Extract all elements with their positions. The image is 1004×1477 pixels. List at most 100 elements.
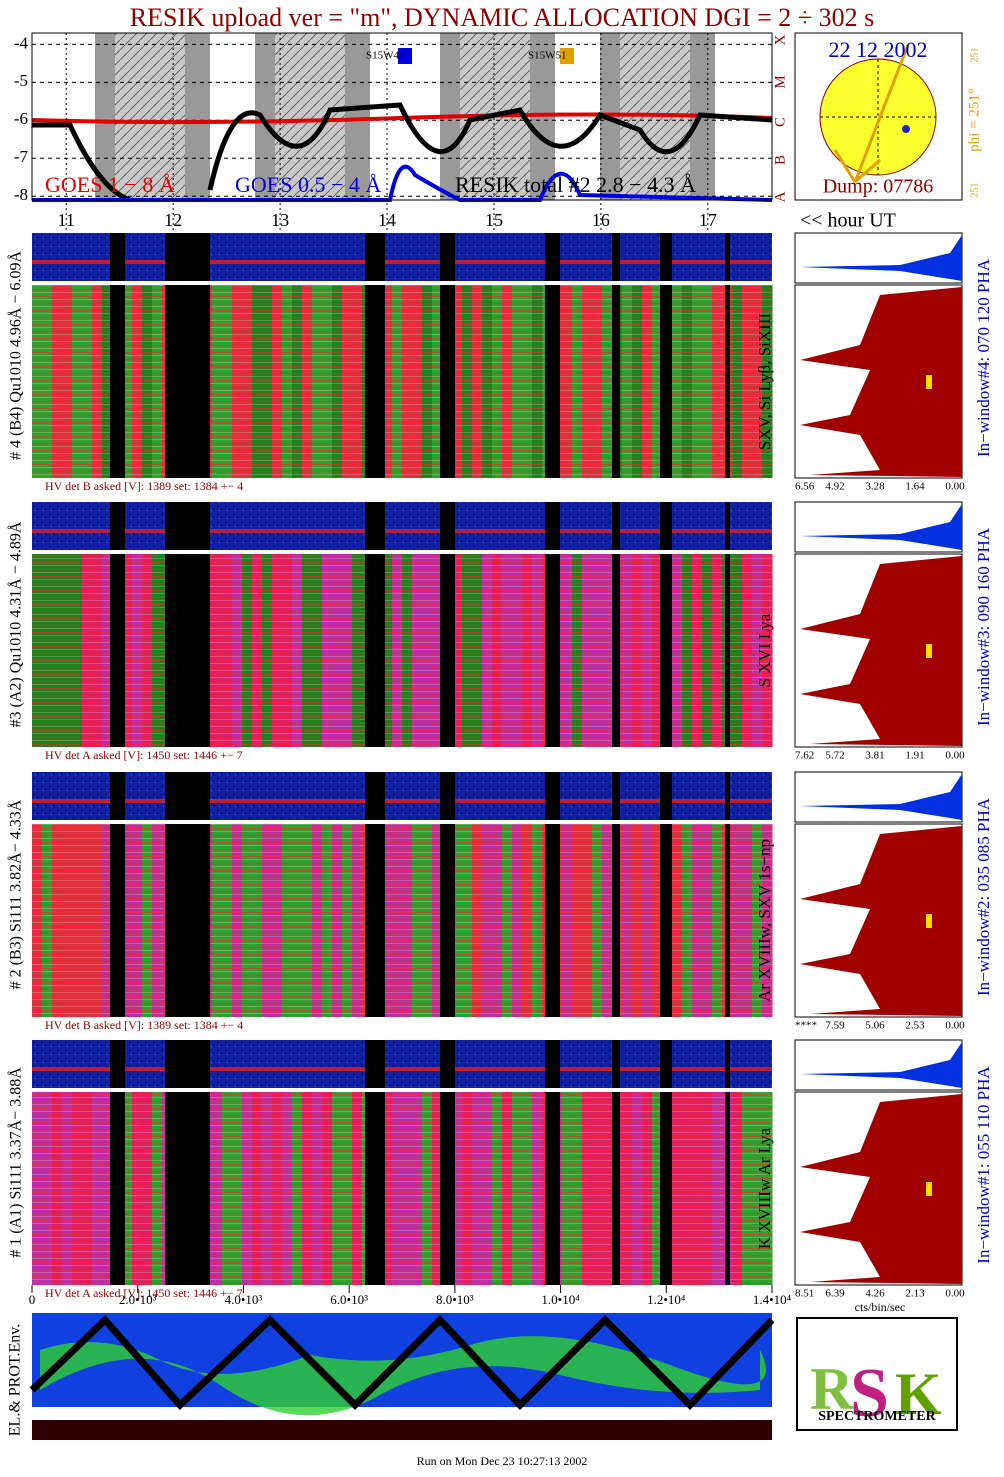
resik-curve bbox=[32, 102, 773, 203]
strip-gap bbox=[165, 233, 210, 281]
spectrum-gap bbox=[110, 1092, 125, 1285]
channels: # 4 (B4) Qu1010 4.96Å − 6.09Å SXV, Si Lyβ… bbox=[7, 232, 993, 1300]
pha-tick-label: 3.28 bbox=[865, 481, 885, 493]
spectrum-lines bbox=[32, 285, 772, 478]
phi-tick: 251 bbox=[969, 183, 980, 198]
sun-date: 22 12 2002 bbox=[829, 37, 928, 62]
strip-line bbox=[32, 799, 772, 803]
spectrum-gap bbox=[725, 824, 730, 1017]
hour-tick-label: 12 bbox=[164, 210, 182, 230]
logo-art: K bbox=[895, 1361, 942, 1427]
strip-gap bbox=[440, 502, 455, 550]
y-tick-label: -5 bbox=[14, 71, 28, 90]
pha-tick-label: **** bbox=[795, 1020, 817, 1032]
pha-profile bbox=[800, 556, 962, 746]
saa-band bbox=[115, 33, 185, 200]
strip-line bbox=[32, 260, 772, 264]
lightcurve-frame bbox=[31, 32, 773, 201]
pha-profile bbox=[800, 826, 962, 1016]
logo-name: SPECTROMETER bbox=[818, 1409, 936, 1424]
count-tick-label: 4.0•10³ bbox=[225, 1292, 263, 1307]
channel-label: # 1 (A1) Si111 3.37Å− 3.88Å bbox=[7, 1067, 25, 1258]
strip-gap bbox=[725, 233, 730, 281]
strip-gap bbox=[545, 233, 560, 281]
pha-tick-label: 5.72 bbox=[825, 750, 844, 762]
hour-tick-label: 13 bbox=[271, 210, 289, 230]
strip-gap bbox=[545, 772, 560, 820]
strip-gap bbox=[612, 1040, 620, 1088]
spectrum-gap bbox=[365, 285, 385, 478]
pha-tick-label: 0.00 bbox=[945, 481, 965, 493]
strip-gap bbox=[545, 1040, 560, 1088]
channel-3: #3 (A2) Qu1010 4.31Å − 4.89Å S XVI Lya HV … bbox=[7, 501, 993, 762]
spectrum-gap bbox=[110, 824, 125, 1017]
channel-1: # 1 (A1) Si111 3.37Å− 3.88Å K XVIIIw Ar L… bbox=[7, 1039, 993, 1300]
spectrum-gap bbox=[365, 1092, 385, 1285]
strip-gap bbox=[365, 233, 385, 281]
title: RESIK upload ver = "m", DYNAMIC ALLOCATI… bbox=[130, 3, 874, 32]
pha-tick-label: 0.00 bbox=[945, 1020, 965, 1032]
pha-small bbox=[800, 235, 962, 281]
pha-profile bbox=[800, 1094, 962, 1284]
count-tick-label: 1.4•10⁴ bbox=[753, 1292, 792, 1307]
spectrum-gap bbox=[660, 554, 672, 747]
footer: Run on Mon Dec 23 10:27:13 2002 bbox=[417, 1454, 588, 1468]
strip-gap bbox=[660, 233, 672, 281]
spectrum-gap bbox=[165, 554, 210, 747]
phi-arrow bbox=[833, 44, 910, 184]
pha-tick-label: 8.51 bbox=[795, 1288, 814, 1300]
pha-tick-label: 1.91 bbox=[905, 750, 924, 762]
pha-tick-label: 4.26 bbox=[865, 1288, 885, 1300]
count-tick-label: 8.0•10³ bbox=[436, 1292, 474, 1307]
legend-entry: RESIK total #2 2.8 − 4.3 Å bbox=[455, 172, 696, 197]
pha-marker bbox=[926, 1182, 932, 1196]
window-label: In−window#2: 035 085 PHA bbox=[974, 797, 993, 996]
pha-tick-label: 6.39 bbox=[825, 1288, 845, 1300]
window-label: In−window#3: 090 160 PHA bbox=[974, 527, 993, 726]
pha-small bbox=[800, 504, 962, 550]
spectrum-lines bbox=[32, 1092, 772, 1285]
strip-gap bbox=[110, 1040, 125, 1088]
hour-tick-label: 17 bbox=[699, 210, 717, 230]
strip-gap bbox=[545, 502, 560, 550]
pha-marker bbox=[926, 375, 932, 389]
spectrum-gap bbox=[440, 554, 455, 747]
strip-gap bbox=[725, 1040, 730, 1088]
logo-frame bbox=[796, 1317, 958, 1431]
count-tick-label: 1.2•10⁴ bbox=[647, 1292, 686, 1307]
hv-info: HV det B asked [V]: 1389 set: 1384 +− 4 bbox=[45, 479, 243, 493]
channel-4: # 4 (B4) Qu1010 4.96Å − 6.09Å SXV, Si Lyβ… bbox=[7, 232, 993, 493]
strip-gap bbox=[110, 502, 125, 550]
spectrum-gap bbox=[110, 285, 125, 478]
spectrum-gap bbox=[165, 285, 210, 478]
spectrum-gap bbox=[545, 285, 560, 478]
channel-label: # 4 (B4) Qu1010 4.96Å − 6.09Å bbox=[7, 251, 25, 460]
spectrum-lines bbox=[32, 554, 772, 747]
count-tick-label: 6.0•10³ bbox=[330, 1292, 368, 1307]
spectrum-gap bbox=[110, 554, 125, 747]
flare-label: S15W47 bbox=[366, 50, 405, 62]
strip-gap bbox=[660, 1040, 672, 1088]
strip-gap bbox=[110, 233, 125, 281]
pha-tick-label: 2.13 bbox=[905, 1288, 925, 1300]
pha-small bbox=[800, 774, 962, 820]
strip-gap bbox=[365, 772, 385, 820]
spectrum-gap bbox=[612, 554, 620, 747]
hv-info: HV det B asked [V]: 1389 set: 1384 +− 4 bbox=[45, 1018, 243, 1032]
y-tick-label: -6 bbox=[14, 109, 28, 128]
spectrum-gap bbox=[440, 285, 455, 478]
phi-label: phi = 251° bbox=[966, 88, 982, 152]
goes-class: M bbox=[772, 75, 788, 88]
pha-small bbox=[800, 1042, 962, 1088]
count-tick-label: 1.0•10⁴ bbox=[541, 1292, 580, 1307]
strip-gap bbox=[165, 772, 210, 820]
pha-tick-label: 5.06 bbox=[865, 1020, 885, 1032]
count-tick-label: 0 bbox=[29, 1292, 36, 1307]
flare-label: S15W51 bbox=[528, 50, 567, 62]
spectrum-gap bbox=[612, 285, 620, 478]
strip-line bbox=[32, 529, 772, 533]
phi-tick: 251 bbox=[969, 48, 980, 63]
hour-tick-label: 16 bbox=[592, 210, 610, 230]
strip-gap bbox=[612, 502, 620, 550]
